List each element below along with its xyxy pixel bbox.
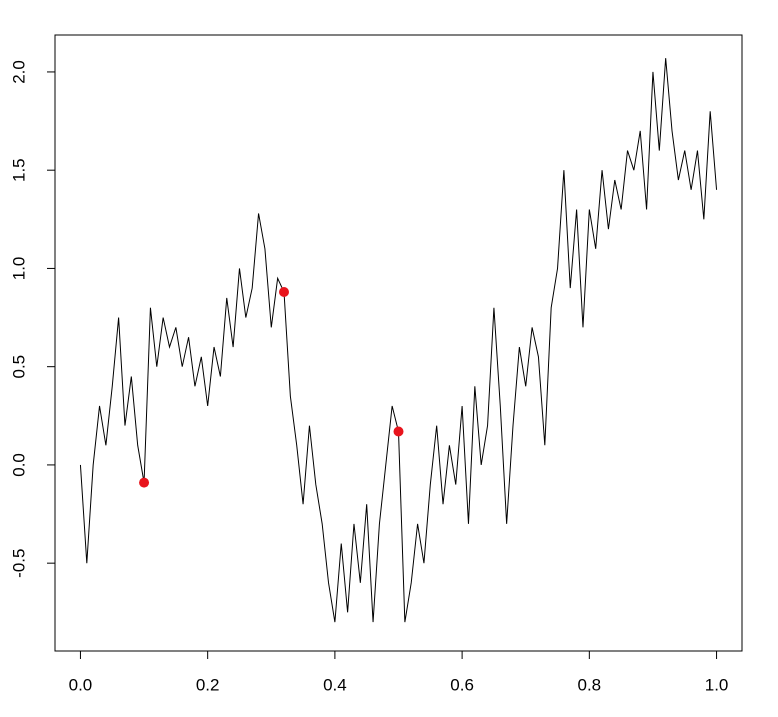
- x-tick-label: 0.2: [196, 675, 220, 694]
- point: [393, 426, 404, 437]
- line: [79, 58, 718, 623]
- y-tick-label: 0.5: [9, 355, 28, 379]
- x-tick-label: 0.6: [450, 675, 474, 694]
- point: [139, 477, 150, 488]
- y-tick-label: 2.0: [9, 60, 28, 84]
- y-tick-label: 0.0: [9, 453, 28, 477]
- y-tick-label: -0.5: [9, 549, 28, 578]
- x-tick-label: 0.8: [578, 675, 602, 694]
- y-tick-label: 1.5: [9, 158, 28, 182]
- y-tick-label: 1.0: [9, 257, 28, 281]
- point: [279, 287, 289, 298]
- plot-box: [54, 34, 743, 652]
- x-tick-label: 1.0: [705, 675, 729, 694]
- x-tick-label: 0.0: [69, 675, 93, 694]
- x-tick-label: 0.4: [323, 675, 347, 694]
